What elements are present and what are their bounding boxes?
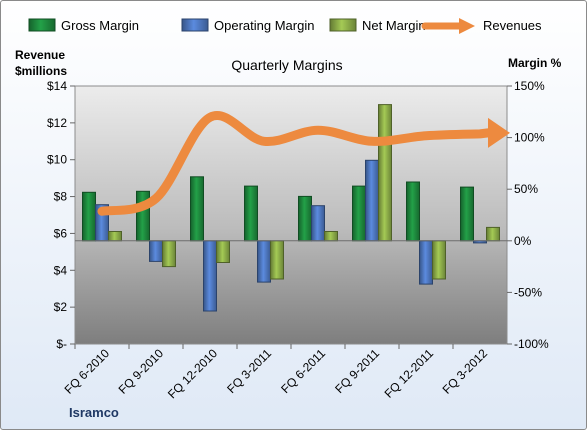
legend: Gross Margin Operating Margin Net Margin Re… xyxy=(28,18,542,34)
bar-net-margin-4 xyxy=(324,231,338,242)
bar-net-margin-7 xyxy=(486,226,500,242)
company-name: Isramco xyxy=(69,405,119,420)
category-label-1: FQ 9-2010 xyxy=(116,346,167,397)
bar-gross-margin-4 xyxy=(298,195,312,242)
legend-swatch-arrow-revenues xyxy=(459,18,475,34)
left-tick-label-3: $6 xyxy=(54,226,68,240)
right-axis-ticks: -100% -50% 0% 50% 100% 150% xyxy=(507,79,549,351)
bar-net-margin-2 xyxy=(216,240,230,264)
category-label-2: FQ 12-2010 xyxy=(165,346,220,401)
category-label-7: FQ 3-2012 xyxy=(440,346,491,397)
bar-operating-margin-2 xyxy=(203,240,217,312)
bar-net-margin-3 xyxy=(270,240,284,280)
bar-operating-margin-1 xyxy=(149,240,163,262)
right-tick-label-5: 150% xyxy=(514,79,545,93)
bar-gross-margin-5 xyxy=(352,185,366,242)
right-tick-label-1: -50% xyxy=(514,285,542,299)
left-tick-label-7: $14 xyxy=(47,79,67,93)
left-axis-title-line2: $millions xyxy=(15,64,67,78)
revenues-line xyxy=(97,111,493,216)
bar-net-margin-1 xyxy=(162,240,176,268)
bar-gross-margin-3 xyxy=(244,185,258,242)
bar-operating-margin-3 xyxy=(257,240,271,283)
revenues-arrowhead xyxy=(488,117,510,148)
bar-net-margin-6 xyxy=(432,240,446,280)
legend-label-operating-margin: Operating Margin xyxy=(214,18,314,33)
bar-gross-margin-7 xyxy=(460,186,474,242)
category-label-5: FQ 9-2011 xyxy=(332,346,382,396)
category-label-0: FQ 6-2010 xyxy=(62,346,113,397)
left-axis-title-line1: Revenue xyxy=(15,48,65,62)
bar-operating-margin-6 xyxy=(419,240,433,285)
bar-gross-margin-0 xyxy=(82,191,96,242)
left-tick-label-2: $4 xyxy=(54,263,68,277)
category-label-3: FQ 3-2011 xyxy=(224,346,274,396)
right-axis-title: Margin % xyxy=(508,56,562,70)
left-tick-label-1: $2 xyxy=(54,300,68,314)
legend-label-revenues: Revenues xyxy=(483,18,542,33)
legend-swatch-operating-margin xyxy=(181,18,209,32)
right-tick-label-2: 0% xyxy=(514,234,532,248)
right-tick-label-4: 100% xyxy=(514,131,545,145)
legend-swatch-net-margin xyxy=(329,18,357,32)
left-tick-label-6: $12 xyxy=(47,116,67,130)
left-axis-ticks: $- $2 $4 $6 $8 $10 $12 $14 xyxy=(47,79,75,351)
legend-swatch-gross-margin xyxy=(28,18,56,32)
bar-gross-margin-6 xyxy=(406,181,420,242)
legend-label-net-margin: Net Margin xyxy=(362,18,426,33)
chart-title: Quarterly Margins xyxy=(231,57,342,73)
right-tick-label-0: -100% xyxy=(514,337,549,351)
bar-gross-margin-2 xyxy=(190,176,204,242)
left-tick-label-0: $- xyxy=(56,337,67,351)
category-label-4: FQ 6-2011 xyxy=(278,346,328,396)
category-label-6: FQ 12-2011 xyxy=(382,346,437,401)
bar-operating-margin-5 xyxy=(365,159,379,242)
bar-net-margin-5 xyxy=(378,104,392,242)
left-tick-label-4: $8 xyxy=(54,190,68,204)
revenue-line-layer xyxy=(97,111,510,216)
legend-label-gross-margin: Gross Margin xyxy=(61,18,139,33)
left-tick-label-5: $10 xyxy=(47,153,67,167)
bar-operating-margin-4 xyxy=(311,205,325,242)
bar-net-margin-0 xyxy=(108,231,122,242)
right-tick-label-3: 50% xyxy=(514,182,538,196)
bar-gross-margin-1 xyxy=(136,190,150,242)
